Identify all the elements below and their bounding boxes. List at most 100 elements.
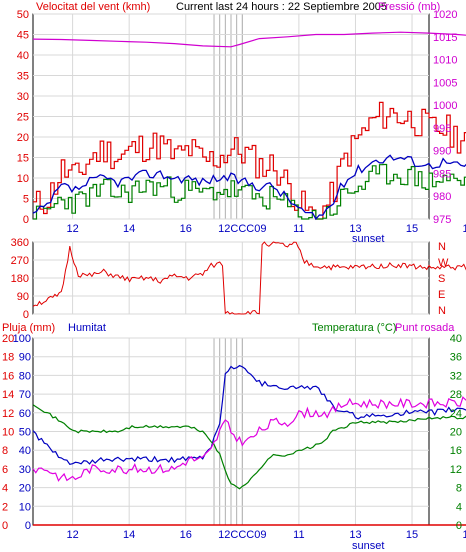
compass-e: E [438,289,445,301]
y-tick-humidity: 100 [13,333,31,345]
y-tick-wind: 15 [17,153,29,165]
y-tick-humidity: 20 [19,483,31,495]
x-tick-label: 15 [406,529,418,541]
y-tick-temperature: 16 [450,445,462,457]
y-tick-wind: 25 [17,112,29,124]
y-tick-temperature: 0 [456,520,462,532]
y-tick-pressure: 975 [433,214,451,226]
wind-title: Velocitat del vent (kmh) [36,1,150,13]
y-tick-humidity: 40 [19,445,31,457]
y-tick-temperature: 24 [450,408,462,420]
y-tick-humidity: 0 [25,520,31,532]
y-tick-wind: 5 [23,194,29,206]
y-tick-wind: 20 [17,132,29,144]
y-tick-pressure: 1010 [433,55,457,67]
y-tick-rain: 6 [2,464,8,476]
y-tick-wind: 35 [17,71,29,83]
y-tick-rain: 4 [2,483,8,495]
x-tick-label: 11 [293,223,304,235]
y-tick-pressure: 995 [433,123,451,135]
y-tick-pressure: 1020 [433,9,457,21]
y-tick-temperature: 20 [450,427,462,439]
x-tick-label: 14 [123,223,135,235]
y-tick-humidity: 10 [19,501,31,513]
compass-n-top: N [438,241,446,253]
x-tick-label: 13 [349,529,361,541]
pressure-title: Pressió (mb) [378,1,440,13]
y-tick-temperature: 32 [450,370,462,382]
x-tick-label: 15 [406,223,418,235]
y-tick-direction: 360 [11,237,29,249]
grid-layer [33,13,429,526]
y-tick-direction: 180 [11,273,29,285]
x-tick-label: 12CCC09 [218,223,266,235]
y-tick-rain: 12 [2,408,14,420]
y-tick-wind: 50 [17,9,29,21]
temperature-title: Temperatura (°C) [312,322,396,334]
y-tick-direction: 0 [23,309,29,321]
temperature-line [32,404,466,490]
y-tick-wind: 10 [17,173,29,185]
y-tick-rain: 16 [2,370,14,382]
y-tick-humidity: 90 [19,352,31,364]
y-tick-wind: 45 [17,30,29,42]
humidity-line [32,364,466,465]
y-tick-rain: 0 [2,520,8,532]
y-tick-humidity: 50 [19,427,31,439]
x-tick-label: 12 [66,529,78,541]
current-title: Current last 24 hours : 22 Septiembre 20… [176,1,387,13]
y-tick-temperature: 36 [450,352,462,364]
x-tick-label: 16 [180,529,192,541]
y-tick-wind: 40 [17,50,29,62]
series-layer [32,31,466,526]
compass-w: W [438,257,449,269]
y-tick-rain: 8 [2,445,8,457]
pressure-line [32,31,466,48]
x-tick-label: 11 [293,529,304,541]
y-tick-temperature: 8 [456,483,462,495]
y-tick-humidity: 60 [19,408,31,420]
y-tick-temperature: 28 [450,389,462,401]
y-tick-pressure: 1015 [433,32,457,44]
rain-title: Pluja (mm) [2,322,55,334]
y-tick-wind: 30 [17,91,29,103]
wind-speed-line [33,163,466,220]
y-tick-rain: 14 [2,389,14,401]
tick-layer: 12141612CCC091113151719212312141612CCC09… [2,9,466,541]
y-tick-rain: 10 [2,427,14,439]
y-tick-temperature: 4 [456,501,462,513]
sunset-label-top: sunset [352,233,384,245]
x-tick-label: 12CCC09 [218,529,266,541]
x-tick-label: 17 [462,529,466,541]
sunset-label-bottom: sunset [352,540,384,552]
y-tick-temperature: 40 [450,333,462,345]
wind-average-line [32,154,466,221]
y-tick-humidity: 30 [19,464,31,476]
y-tick-pressure: 980 [433,191,451,203]
dewpoint-line [32,396,466,482]
humidity-title: Humitat [68,322,106,334]
y-tick-pressure: 985 [433,168,451,180]
x-tick-label: 14 [123,529,135,541]
compass-s: S [438,273,445,285]
dewpoint-title: Punt rosada [395,322,455,334]
x-tick-label: 13 [349,223,361,235]
compass-n-bottom: N [438,305,446,317]
y-tick-direction: 90 [17,291,29,303]
y-tick-humidity: 80 [19,370,31,382]
y-tick-humidity: 70 [19,389,31,401]
x-tick-label: 16 [180,223,192,235]
y-tick-pressure: 1005 [433,77,457,89]
wind-gust-line [33,101,466,220]
y-tick-direction: 270 [11,255,29,267]
x-tick-label: 12 [66,223,78,235]
x-tick-label: 17 [462,223,466,235]
y-tick-pressure: 990 [433,146,451,158]
y-tick-pressure: 1000 [433,100,457,112]
y-tick-rain: 20 [2,333,14,345]
y-tick-temperature: 12 [450,464,462,476]
y-tick-rain: 2 [2,501,8,513]
wind-direction-line [32,241,466,315]
